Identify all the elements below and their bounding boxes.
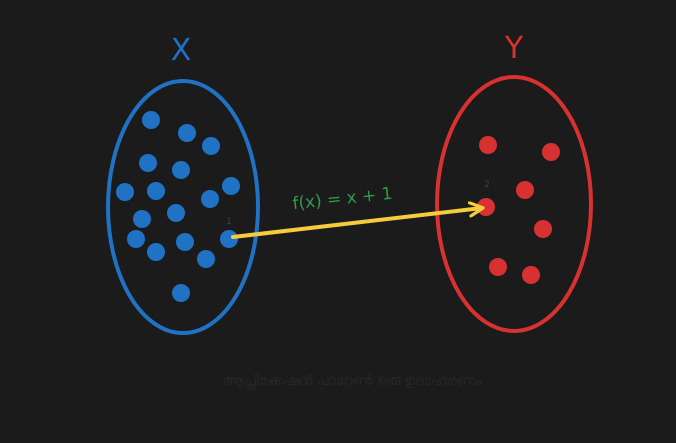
set-x-element <box>127 230 145 248</box>
set-x-ellipse <box>106 79 260 335</box>
set-x-element <box>197 250 215 268</box>
set-x-label: X <box>171 33 192 68</box>
domain-element-mark: 1 <box>226 217 232 227</box>
set-x-element <box>139 154 157 172</box>
set-y-element <box>542 143 560 161</box>
set-y-elements <box>477 136 560 284</box>
set-x-element <box>178 124 196 142</box>
set-x-element <box>172 161 190 179</box>
set-y-element <box>516 181 534 199</box>
set-x-element <box>167 204 185 222</box>
set-x-element <box>222 177 240 195</box>
set-x-element <box>202 137 220 155</box>
function-label: f(x) = x + 1 <box>292 184 394 214</box>
set-y-element <box>489 258 507 276</box>
set-y-element <box>479 136 497 154</box>
diagram-caption: ആപ്ലിക്കേഷൻ പാറ്റേൺ ഒരു ഉദാഹരണം <box>223 373 482 391</box>
mapping-arrow <box>231 208 482 239</box>
set-y-label: Y <box>504 31 524 66</box>
set-x-element <box>142 111 160 129</box>
set-x-element-mapped <box>220 230 238 248</box>
set-y-element <box>522 266 540 284</box>
set-x-element <box>176 233 194 251</box>
set-x-element <box>201 190 219 208</box>
set-y-element <box>534 220 552 238</box>
codomain-element-mark: 2 <box>484 180 490 190</box>
set-y-ellipse <box>435 75 593 333</box>
set-x-element <box>147 182 165 200</box>
set-x-element <box>116 183 134 201</box>
set-x-elements <box>116 111 240 302</box>
set-x-element <box>172 284 190 302</box>
set-x-element <box>147 243 165 261</box>
set-x-element <box>133 210 151 228</box>
